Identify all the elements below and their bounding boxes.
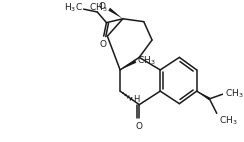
Polygon shape	[197, 91, 210, 100]
Text: CH$_3$: CH$_3$	[137, 55, 156, 67]
Text: H$_3$C: H$_3$C	[64, 2, 83, 14]
Text: CH$_3$: CH$_3$	[219, 114, 237, 127]
Text: O: O	[98, 2, 105, 11]
Polygon shape	[108, 8, 123, 19]
Text: O: O	[136, 122, 143, 131]
Text: CH$_3$: CH$_3$	[89, 2, 107, 14]
Polygon shape	[120, 60, 136, 70]
Text: CH$_3$: CH$_3$	[225, 88, 244, 100]
Text: H: H	[133, 95, 139, 104]
Text: O: O	[99, 40, 106, 49]
